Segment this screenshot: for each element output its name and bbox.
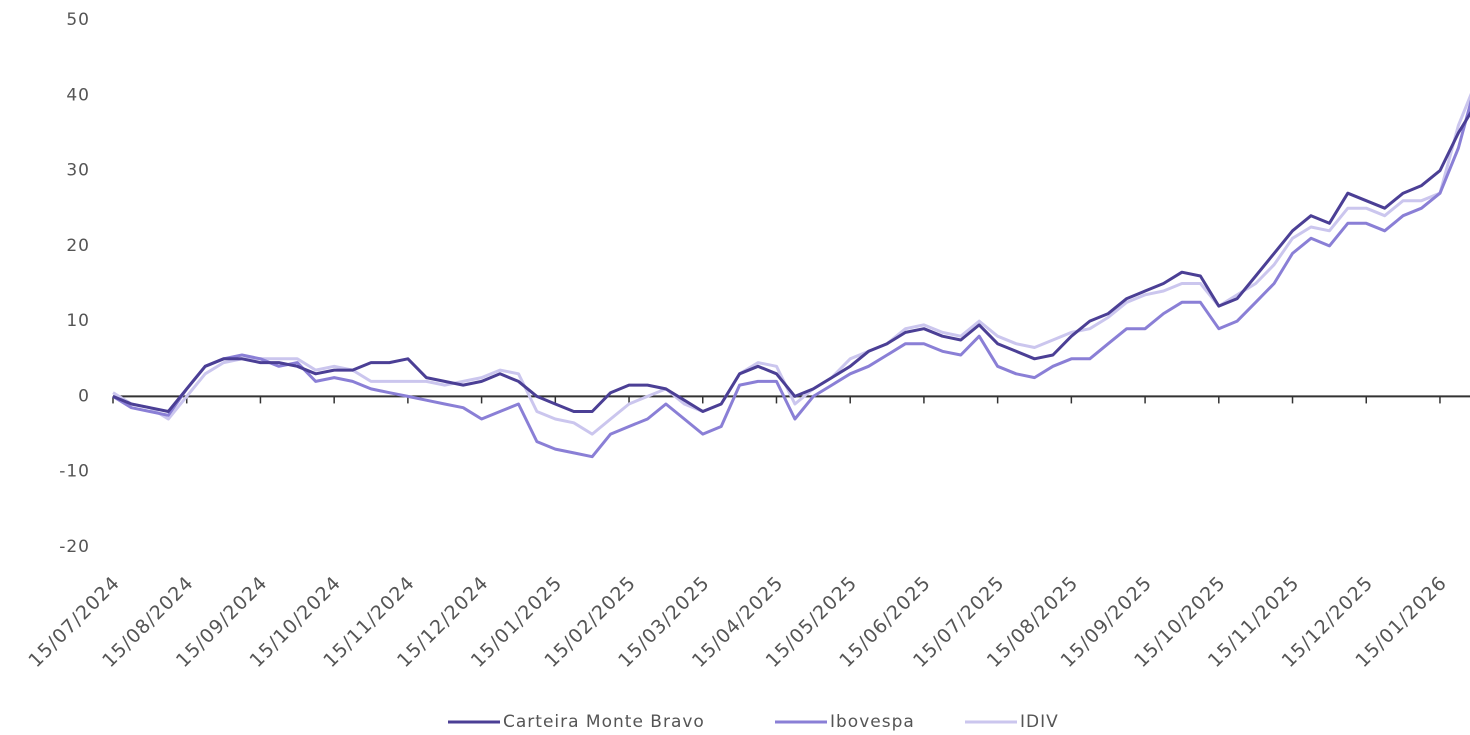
y-tick-label: 40 bbox=[66, 85, 90, 105]
series-line bbox=[112, 99, 1470, 459]
y-tick-label: 30 bbox=[66, 161, 90, 181]
series-line bbox=[112, 92, 1470, 436]
y-tick-label: -20 bbox=[59, 537, 90, 557]
y-tick-label: 0 bbox=[78, 386, 90, 406]
legend-label: IDIV bbox=[1020, 712, 1059, 732]
y-tick-label: 10 bbox=[66, 311, 90, 331]
y-tick-label: -10 bbox=[59, 462, 90, 482]
legend-label: Ibovespa bbox=[830, 712, 915, 732]
legend-label: Carteira Monte Bravo bbox=[503, 712, 705, 732]
y-tick-label: 50 bbox=[66, 10, 90, 30]
series-line bbox=[112, 111, 1470, 413]
y-tick-label: 20 bbox=[66, 236, 90, 256]
